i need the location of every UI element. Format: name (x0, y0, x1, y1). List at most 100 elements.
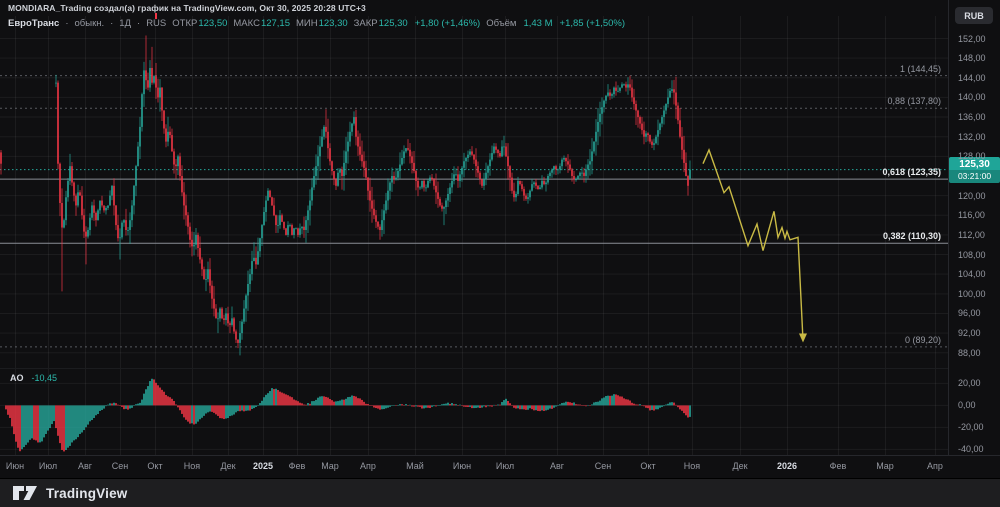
ao-bar (247, 405, 249, 411)
symbol-legend[interactable]: ЕвроТранс · обыкн. · 1Д · RUS ОТКР 123,50… (8, 18, 626, 29)
ohlc-high: МАКС 127,15 (233, 18, 290, 29)
ao-bar (141, 399, 143, 406)
ao-bar (101, 405, 103, 410)
candle-body (85, 231, 87, 237)
ao-bar (309, 403, 311, 406)
ao-bar (537, 405, 539, 411)
candle-body (343, 162, 345, 176)
ao-bar (429, 405, 431, 409)
candle-body (329, 148, 331, 162)
volume-label: Объём (486, 18, 517, 29)
candle-body (557, 169, 559, 171)
candle-body (633, 97, 635, 104)
candle-body (415, 171, 417, 181)
currency-button[interactable]: RUB (955, 7, 993, 24)
candle-body (193, 244, 195, 247)
ao-bar (265, 394, 267, 406)
ao-bar (481, 405, 483, 408)
ao-bar (131, 405, 133, 408)
fib-level-label[interactable]: 0,618 (123,35) (882, 167, 941, 178)
candle-body (93, 205, 95, 213)
ao-bar (157, 385, 159, 406)
ao-indicator-legend[interactable]: AO -10,45 (10, 373, 57, 383)
ao-bar (641, 405, 643, 406)
ao-bar (581, 405, 583, 406)
candle-body (229, 323, 231, 325)
ao-bar (383, 405, 385, 410)
symbol-name[interactable]: ЕвроТранс (8, 18, 60, 29)
tradingview-logo-icon[interactable] (13, 485, 39, 501)
ao-bar (445, 403, 447, 406)
candle-body (547, 175, 549, 183)
candle-body (363, 161, 365, 168)
interval-label[interactable]: 1Д (119, 18, 132, 29)
chart-canvas[interactable] (0, 0, 948, 456)
ao-bar (357, 398, 359, 406)
ao-indicator-name[interactable]: AO (10, 373, 24, 383)
candle-body (55, 82, 57, 84)
ao-bar (313, 401, 315, 406)
ao-bar (105, 405, 107, 407)
ao-bar (603, 397, 605, 406)
candle-body (347, 141, 349, 152)
ao-bar (193, 405, 195, 425)
time-axis[interactable]: Июн Июл Авг Сен Окт Ноя Дек 2025 Фев Мар Апр Май Июн… (0, 456, 1000, 478)
ao-bar (167, 396, 169, 406)
candle-body (481, 179, 483, 186)
projection-arrow[interactable] (799, 333, 807, 343)
ao-bar (175, 404, 177, 406)
ao-bar (307, 403, 309, 406)
ao-bar (491, 405, 493, 407)
ao-bar (311, 401, 313, 406)
candle-body (541, 180, 543, 188)
candle-body (459, 174, 461, 181)
ao-bar (15, 405, 17, 442)
ao-bar (601, 398, 603, 406)
ao-bar (189, 405, 191, 424)
candle-body (475, 159, 477, 167)
candle-body (287, 225, 289, 235)
candle-body (455, 174, 457, 176)
fib-level-label[interactable]: 1 (144,45) (899, 63, 941, 74)
candle-body (665, 103, 667, 111)
event-marker-flag[interactable] (155, 13, 157, 19)
ao-bar (361, 399, 363, 406)
ao-bar (431, 405, 433, 407)
fib-level-label[interactable]: 0,88 (137,80) (887, 96, 941, 107)
ao-bar (501, 402, 503, 406)
projection-zigzag-drawing[interactable] (702, 148, 804, 341)
ao-bar (499, 404, 501, 406)
ao-bar (649, 405, 651, 411)
candle-body (387, 190, 389, 201)
time-tick-month: Ноя (183, 461, 201, 471)
ohlc-low: МИН 123,30 (296, 18, 348, 29)
volume-change: +1,85 (+1,50%) (559, 18, 626, 29)
ao-bar (595, 401, 597, 406)
candle-body (533, 182, 535, 185)
ao-bar (319, 396, 321, 406)
ao-bar (401, 404, 403, 406)
ao-bar (359, 398, 361, 406)
ao-bar (325, 396, 327, 406)
ao-bar (291, 397, 293, 406)
ao-bar (253, 405, 255, 409)
candle-body (303, 226, 305, 230)
candle-body (71, 166, 73, 183)
candle-body (165, 128, 167, 142)
candle-body (469, 151, 471, 155)
tradingview-brand-text[interactable]: TradingView (46, 485, 128, 501)
candle-body (333, 171, 335, 180)
ao-bar (287, 395, 289, 406)
candle-body (529, 190, 531, 198)
candle-body (525, 195, 527, 199)
candle-body (593, 141, 595, 152)
ao-bar (639, 404, 641, 406)
price-axis[interactable]: RUB 125,30 03:21:00 152,00 148,00 144,00 14… (949, 0, 1000, 455)
fib-level-label[interactable]: 0 (89,20) (904, 334, 941, 345)
ao-bar (521, 405, 523, 410)
fib-level-label[interactable]: 0,382 (110,30) (882, 231, 941, 242)
ao-bar (389, 405, 391, 407)
pane-separator[interactable] (0, 368, 948, 369)
candle-body (159, 87, 161, 98)
ao-bar (329, 398, 331, 406)
